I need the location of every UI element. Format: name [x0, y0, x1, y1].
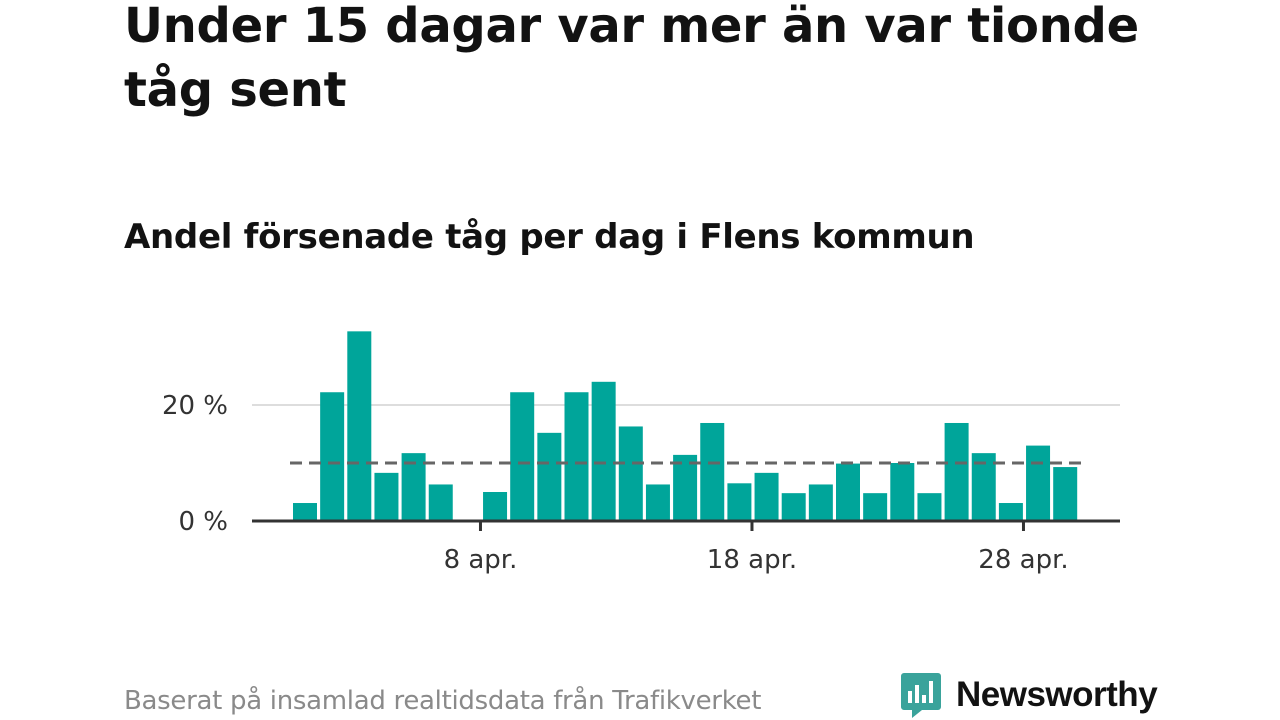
bar — [483, 492, 508, 521]
bar — [428, 484, 453, 521]
bar — [808, 484, 833, 521]
bars — [293, 331, 1078, 521]
source-note: Baserat på insamlad realtidsdata från Tr… — [124, 686, 762, 716]
bar — [673, 454, 698, 521]
bar — [890, 463, 915, 521]
bar — [998, 503, 1023, 521]
bar — [781, 493, 806, 521]
bar — [727, 483, 752, 521]
page-title: Under 15 dagar var mer än var tionde tåg… — [124, 0, 1139, 118]
bar — [618, 426, 643, 521]
bar — [537, 432, 562, 521]
bar — [863, 493, 888, 521]
bar — [293, 503, 317, 521]
x-axis — [252, 519, 1120, 531]
bar — [836, 463, 860, 521]
bar — [320, 392, 345, 521]
brand-name: Newsworthy — [956, 675, 1158, 714]
bar — [347, 331, 372, 521]
bar — [754, 472, 779, 521]
x-tick-label: 28 apr. — [978, 545, 1068, 575]
bar — [1026, 445, 1051, 521]
bar — [645, 484, 670, 521]
bar — [944, 422, 969, 521]
bar — [700, 422, 725, 521]
brand-logo-link[interactable]: Newsworthy — [900, 670, 1158, 720]
chart-subtitle: Andel försenade tåg per dag i Flens komm… — [124, 217, 975, 257]
x-tick-label: 18 apr. — [707, 545, 797, 575]
bar — [917, 493, 942, 521]
y-tick-label: 0 % — [178, 507, 228, 537]
bar — [591, 381, 616, 521]
bar — [1053, 467, 1078, 521]
x-tick-label: 8 apr. — [444, 545, 518, 575]
x-axis-labels: 8 apr. 18 apr. 28 apr. — [444, 545, 1069, 575]
bar — [510, 392, 535, 521]
bar — [374, 472, 399, 521]
bar — [564, 392, 589, 521]
y-axis-labels: 0 % 20 % — [162, 391, 228, 537]
newsworthy-logo-icon — [901, 673, 941, 718]
y-tick-label: 20 % — [162, 391, 228, 421]
